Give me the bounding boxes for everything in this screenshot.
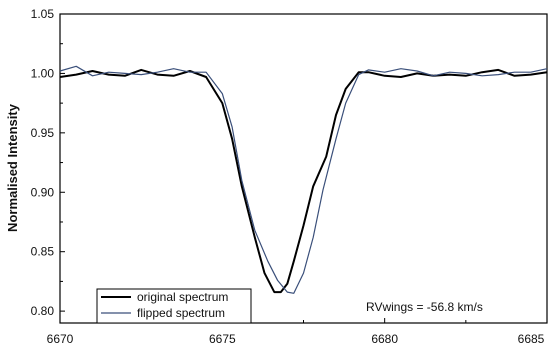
rv-annotation: RVwings = -56.8 km/s [366,300,483,314]
y-tick-label: 0.85 [31,245,55,259]
y-tick-label: 0.95 [31,126,55,140]
y-tick-label: 1.00 [31,66,55,80]
y-axis-ticks: 0.80 0.85 0.90 0.95 1.00 1.05 [31,7,65,318]
y-tick-label: 0.80 [31,304,55,318]
x-tick-label: 6680 [371,332,398,346]
x-tick-label: 6670 [47,332,74,346]
x-axis-ticks: 6670 6675 6680 6685 [47,318,548,346]
legend: original spectrum flipped spectrum [96,288,252,324]
series-line-flipped [59,65,548,294]
x-tick-label: 6675 [209,332,236,346]
y-axis-title: Normalised Intensity [5,103,20,232]
legend-box [96,288,252,324]
legend-label-original: original spectrum [137,290,228,304]
y-tick-label: 0.90 [31,185,55,199]
y-tick-label: 1.05 [31,7,55,21]
legend-label-flipped: flipped spectrum [137,306,225,320]
x-tick-label: 6685 [518,332,545,346]
plot-frame [59,13,548,324]
series-line-original [59,68,548,294]
series-layer [59,65,548,294]
